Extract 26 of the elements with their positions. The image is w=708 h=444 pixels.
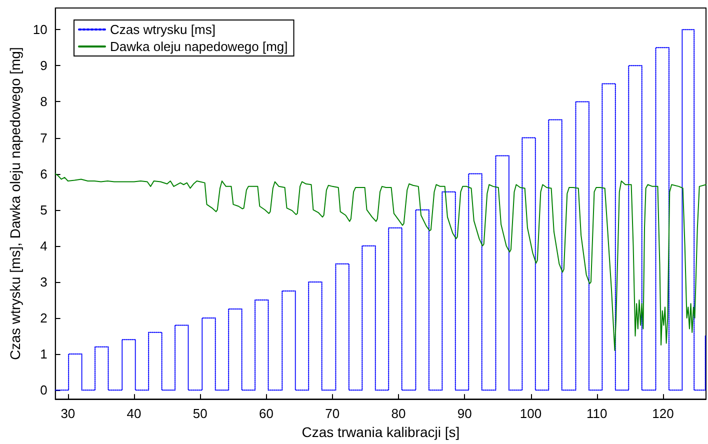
y-tick-label: 6 [40,166,48,182]
x-tick-label: 120 [652,406,674,422]
y-tick-label: 7 [40,130,48,146]
y-tick-label: 0 [40,382,48,398]
x-tick-label: 60 [259,406,274,422]
y-tick-label: 8 [40,94,48,110]
x-tick-label: 90 [457,406,472,422]
x-tick-label: 80 [391,406,406,422]
x-tick-label: 70 [325,406,340,422]
y-tick-label: 9 [40,58,48,74]
y-tick-label: 2 [40,310,48,326]
y-tick-label: 4 [40,238,48,254]
y-tick-label: 5 [40,202,48,218]
y-tick-label: 1 [40,346,48,362]
x-tick-label: 40 [126,406,142,422]
y-tick-label: 10 [32,22,48,38]
x-tick-label: 100 [520,406,542,422]
legend-label: Czas wtrysku [ms] [110,22,216,37]
x-tick-label: 30 [60,406,76,422]
x-tick-label: 50 [192,406,208,422]
legend-label: Dawka oleju napedowego [mg] [110,39,288,54]
x-tick-label: 110 [586,406,608,422]
y-axis-title: Czas wtrysku [ms], Dawka oleju napedowego [mg] [7,47,23,360]
x-axis-title: Czas trwania kalibracji [s] [302,424,460,440]
line-series [54,173,706,351]
y-tick-label: 3 [40,274,48,290]
